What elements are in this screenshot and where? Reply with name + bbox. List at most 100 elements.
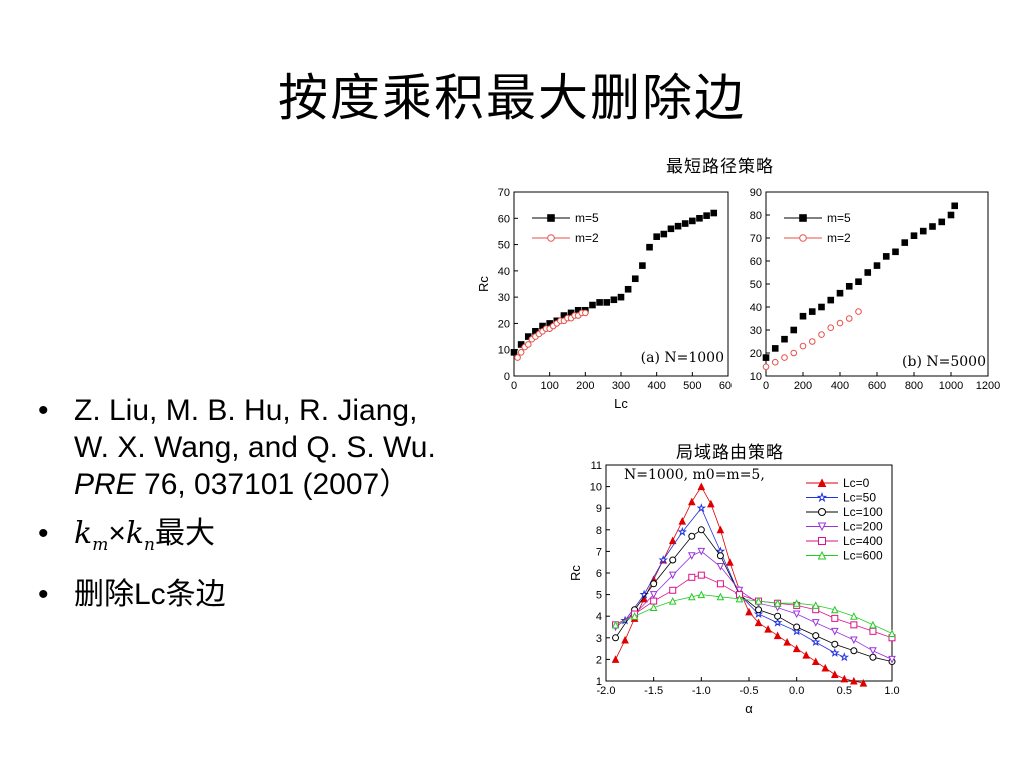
data-point <box>869 627 877 635</box>
y-tick-label: 10 <box>750 371 762 383</box>
data-point <box>762 363 770 371</box>
data-point <box>668 596 677 605</box>
series-m=5 <box>762 202 958 361</box>
data-point <box>754 596 763 605</box>
bullet-dot-icon: • <box>38 394 49 427</box>
data-point <box>850 621 858 629</box>
data-point <box>850 612 858 620</box>
data-point <box>688 532 696 540</box>
x-tick-label: -2.0 <box>597 685 616 697</box>
data-point <box>524 341 532 348</box>
bullet-list: • Z. Liu, M. B. Hu, R. Jiang, W. X. Wang… <box>38 392 438 625</box>
y-tick-label: 30 <box>498 292 510 304</box>
x-axis-label: Lc <box>614 396 628 411</box>
legend-label: m=2 <box>827 231 851 245</box>
data-point <box>726 558 734 566</box>
x-tick-label: 1000 <box>939 380 963 392</box>
y-tick-label: 30 <box>750 325 762 337</box>
x-tick-label: 0.0 <box>789 685 804 697</box>
data-point <box>517 349 525 356</box>
y-tick-label: 3 <box>596 633 602 645</box>
reference-authors: Z. Liu, M. B. Hu, R. Jiang, W. X. Wang, … <box>74 394 436 464</box>
y-tick-label: 10 <box>498 345 510 357</box>
data-point <box>646 243 653 251</box>
x-tick-label: 300 <box>612 380 630 392</box>
x-tick-label: 100 <box>540 380 558 392</box>
math-km: km <box>74 516 109 555</box>
data-point <box>774 612 782 620</box>
y-tick-label: 8 <box>596 525 602 537</box>
y-tick-label: 6 <box>596 568 602 580</box>
data-point <box>799 312 807 320</box>
data-point <box>811 657 820 666</box>
legend-marker <box>799 214 807 222</box>
y-tick-label: 40 <box>750 302 762 314</box>
data-point <box>792 610 801 619</box>
data-point <box>859 679 868 687</box>
x-tick-label: 800 <box>905 380 923 392</box>
data-point <box>668 536 677 545</box>
data-point <box>830 627 839 636</box>
data-point <box>869 620 877 629</box>
data-point <box>811 637 821 647</box>
data-point <box>790 349 798 357</box>
data-point <box>792 599 801 607</box>
series-Lc=200 <box>611 547 896 664</box>
data-point <box>510 349 518 356</box>
y-tick-label: 0 <box>504 371 510 383</box>
x-tick-label: 0 <box>511 380 517 392</box>
top-figure-caption: 最短路径策略 <box>666 157 774 176</box>
x-tick-label: -0.5 <box>740 685 759 697</box>
x-tick-label: 500 <box>683 380 701 392</box>
legend-label: Lc=100 <box>843 505 883 519</box>
data-point <box>855 278 862 286</box>
data-point <box>754 618 763 627</box>
series-line <box>615 594 893 634</box>
series-line <box>615 550 893 660</box>
data-point <box>781 354 788 361</box>
series-m=2 <box>514 309 589 361</box>
data-point <box>839 652 850 662</box>
legend-label: Lc=600 <box>843 549 883 563</box>
legend-marker <box>817 478 827 487</box>
data-point <box>811 619 820 627</box>
legend-marker <box>547 214 555 222</box>
data-point <box>697 590 706 599</box>
y-tick-label: 7 <box>596 546 602 558</box>
x-tick-label: 1200 <box>976 380 1000 392</box>
legend-label: Lc=200 <box>843 520 883 534</box>
data-point <box>716 525 725 534</box>
data-point <box>818 331 825 338</box>
data-point <box>869 647 877 655</box>
y-tick-label: 11 <box>591 460 602 472</box>
data-point <box>735 594 744 603</box>
legend-marker <box>817 550 827 560</box>
data-point <box>696 503 707 513</box>
data-point <box>667 225 675 233</box>
data-point <box>621 635 629 644</box>
x-tick-label: 400 <box>831 380 849 392</box>
y-tick-label: 20 <box>498 318 510 330</box>
delete-edges-text: 删除Lc条边 <box>74 578 226 611</box>
data-point <box>919 227 927 235</box>
data-point <box>929 223 936 230</box>
data-point <box>716 580 724 588</box>
data-point <box>631 275 639 283</box>
math-kn: kn <box>125 516 155 555</box>
series-line <box>615 574 893 639</box>
panel-annotation: N=1000, m0=m=5, <box>624 467 765 483</box>
data-point <box>660 230 668 238</box>
data-point <box>771 345 779 352</box>
y-tick-label: 50 <box>750 279 762 291</box>
legend-label: Lc=0 <box>843 476 870 490</box>
data-point <box>589 301 596 309</box>
data-point <box>677 526 687 537</box>
data-point <box>773 599 782 607</box>
y-tick-label: 4 <box>596 611 602 623</box>
bullet-degree-product: • km×kn最大 <box>38 515 438 564</box>
data-point <box>710 209 718 217</box>
data-point <box>790 326 798 334</box>
x-tick-label: 600 <box>868 380 886 392</box>
data-point <box>799 342 807 350</box>
data-point <box>771 358 779 366</box>
